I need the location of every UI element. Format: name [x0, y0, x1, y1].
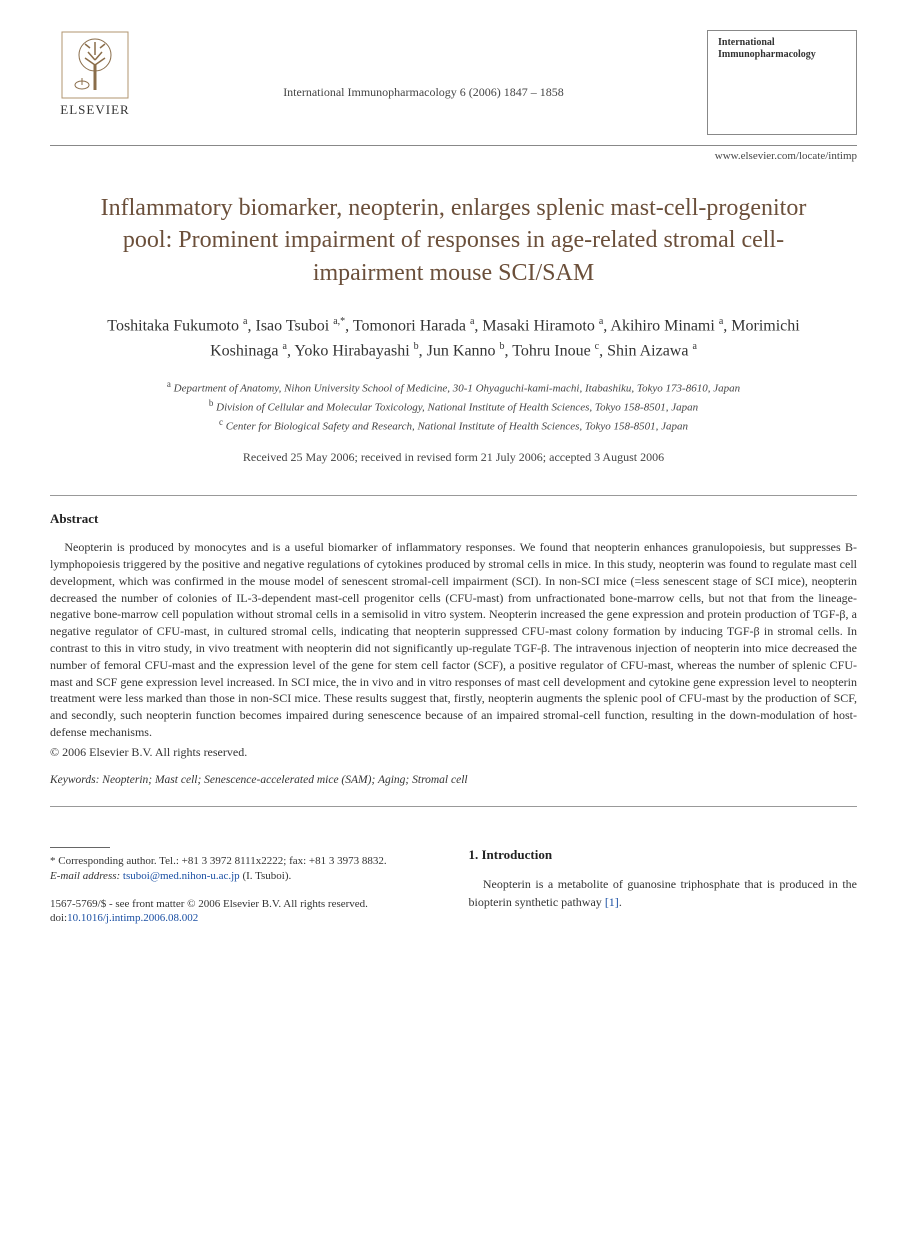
publisher-name: ELSEVIER	[60, 102, 129, 118]
affiliation-b: b Division of Cellular and Molecular Tox…	[50, 397, 857, 416]
abstract-copyright: © 2006 Elsevier B.V. All rights reserved…	[50, 745, 857, 760]
corr-author-email-line: E-mail address: tsuboi@med.nihon-u.ac.jp…	[50, 869, 439, 884]
journal-cover-box: International Immunopharmacology	[707, 30, 857, 135]
elsevier-tree-icon	[60, 30, 130, 100]
keywords: Keywords: Neopterin; Mast cell; Senescen…	[50, 774, 857, 786]
footnote-rule	[50, 847, 110, 848]
keywords-text: Neopterin; Mast cell; Senescence-acceler…	[102, 774, 467, 786]
email-link[interactable]: tsuboi@med.nihon-u.ac.jp	[123, 870, 240, 882]
body-columns: * Corresponding author. Tel.: +81 3 3972…	[50, 847, 857, 926]
corresponding-author-footnote: * Corresponding author. Tel.: +81 3 3972…	[50, 854, 439, 885]
intro-ref-1[interactable]: [1]	[605, 895, 619, 909]
footer-meta: 1567-5769/$ - see front matter © 2006 El…	[50, 897, 439, 927]
abstract-heading: Abstract	[50, 511, 857, 527]
doi-label: doi:	[50, 912, 67, 924]
intro-text-1: Neopterin is a metabolite of guanosine t…	[469, 877, 858, 909]
keywords-label: Keywords:	[50, 774, 99, 786]
doi-link[interactable]: 10.1016/j.intimp.2006.08.002	[67, 912, 198, 924]
intro-text-2: .	[619, 895, 622, 909]
journal-reference: International Immunopharmacology 6 (2006…	[140, 30, 707, 100]
corr-author-contact: * Corresponding author. Tel.: +81 3 3972…	[50, 854, 439, 869]
email-name: (I. Tsuboi).	[242, 870, 291, 882]
issn-line: 1567-5769/$ - see front matter © 2006 El…	[50, 897, 439, 912]
intro-paragraph: Neopterin is a metabolite of guanosine t…	[469, 875, 858, 911]
abstract-bottom-rule	[50, 806, 857, 807]
publisher-logo: ELSEVIER	[50, 30, 140, 118]
author-list: Toshitaka Fukumoto a, Isao Tsuboi a,*, T…	[80, 314, 827, 363]
journal-box-wrap: International Immunopharmacology	[707, 30, 857, 135]
page-header: ELSEVIER International Immunopharmacolog…	[50, 30, 857, 135]
affiliation-a: a Department of Anatomy, Nihon Universit…	[50, 378, 857, 397]
article-title: Inflammatory biomarker, neopterin, enlar…	[90, 192, 817, 289]
abstract-body: Neopterin is produced by monocytes and i…	[50, 539, 857, 741]
journal-url[interactable]: www.elsevier.com/locate/intimp	[50, 150, 857, 162]
article-dates: Received 25 May 2006; received in revise…	[50, 450, 857, 465]
left-column: * Corresponding author. Tel.: +81 3 3972…	[50, 847, 439, 926]
affiliation-c: c Center for Biological Safety and Resea…	[50, 416, 857, 435]
intro-heading: 1. Introduction	[469, 847, 858, 863]
doi-line: doi:10.1016/j.intimp.2006.08.002	[50, 911, 439, 926]
abstract-top-rule	[50, 495, 857, 496]
right-column: 1. Introduction Neopterin is a metabolit…	[469, 847, 858, 926]
email-label: E-mail address:	[50, 870, 120, 882]
affiliations: a Department of Anatomy, Nihon Universit…	[50, 378, 857, 435]
journal-box-title: International Immunopharmacology	[718, 37, 846, 61]
header-rule	[50, 145, 857, 146]
